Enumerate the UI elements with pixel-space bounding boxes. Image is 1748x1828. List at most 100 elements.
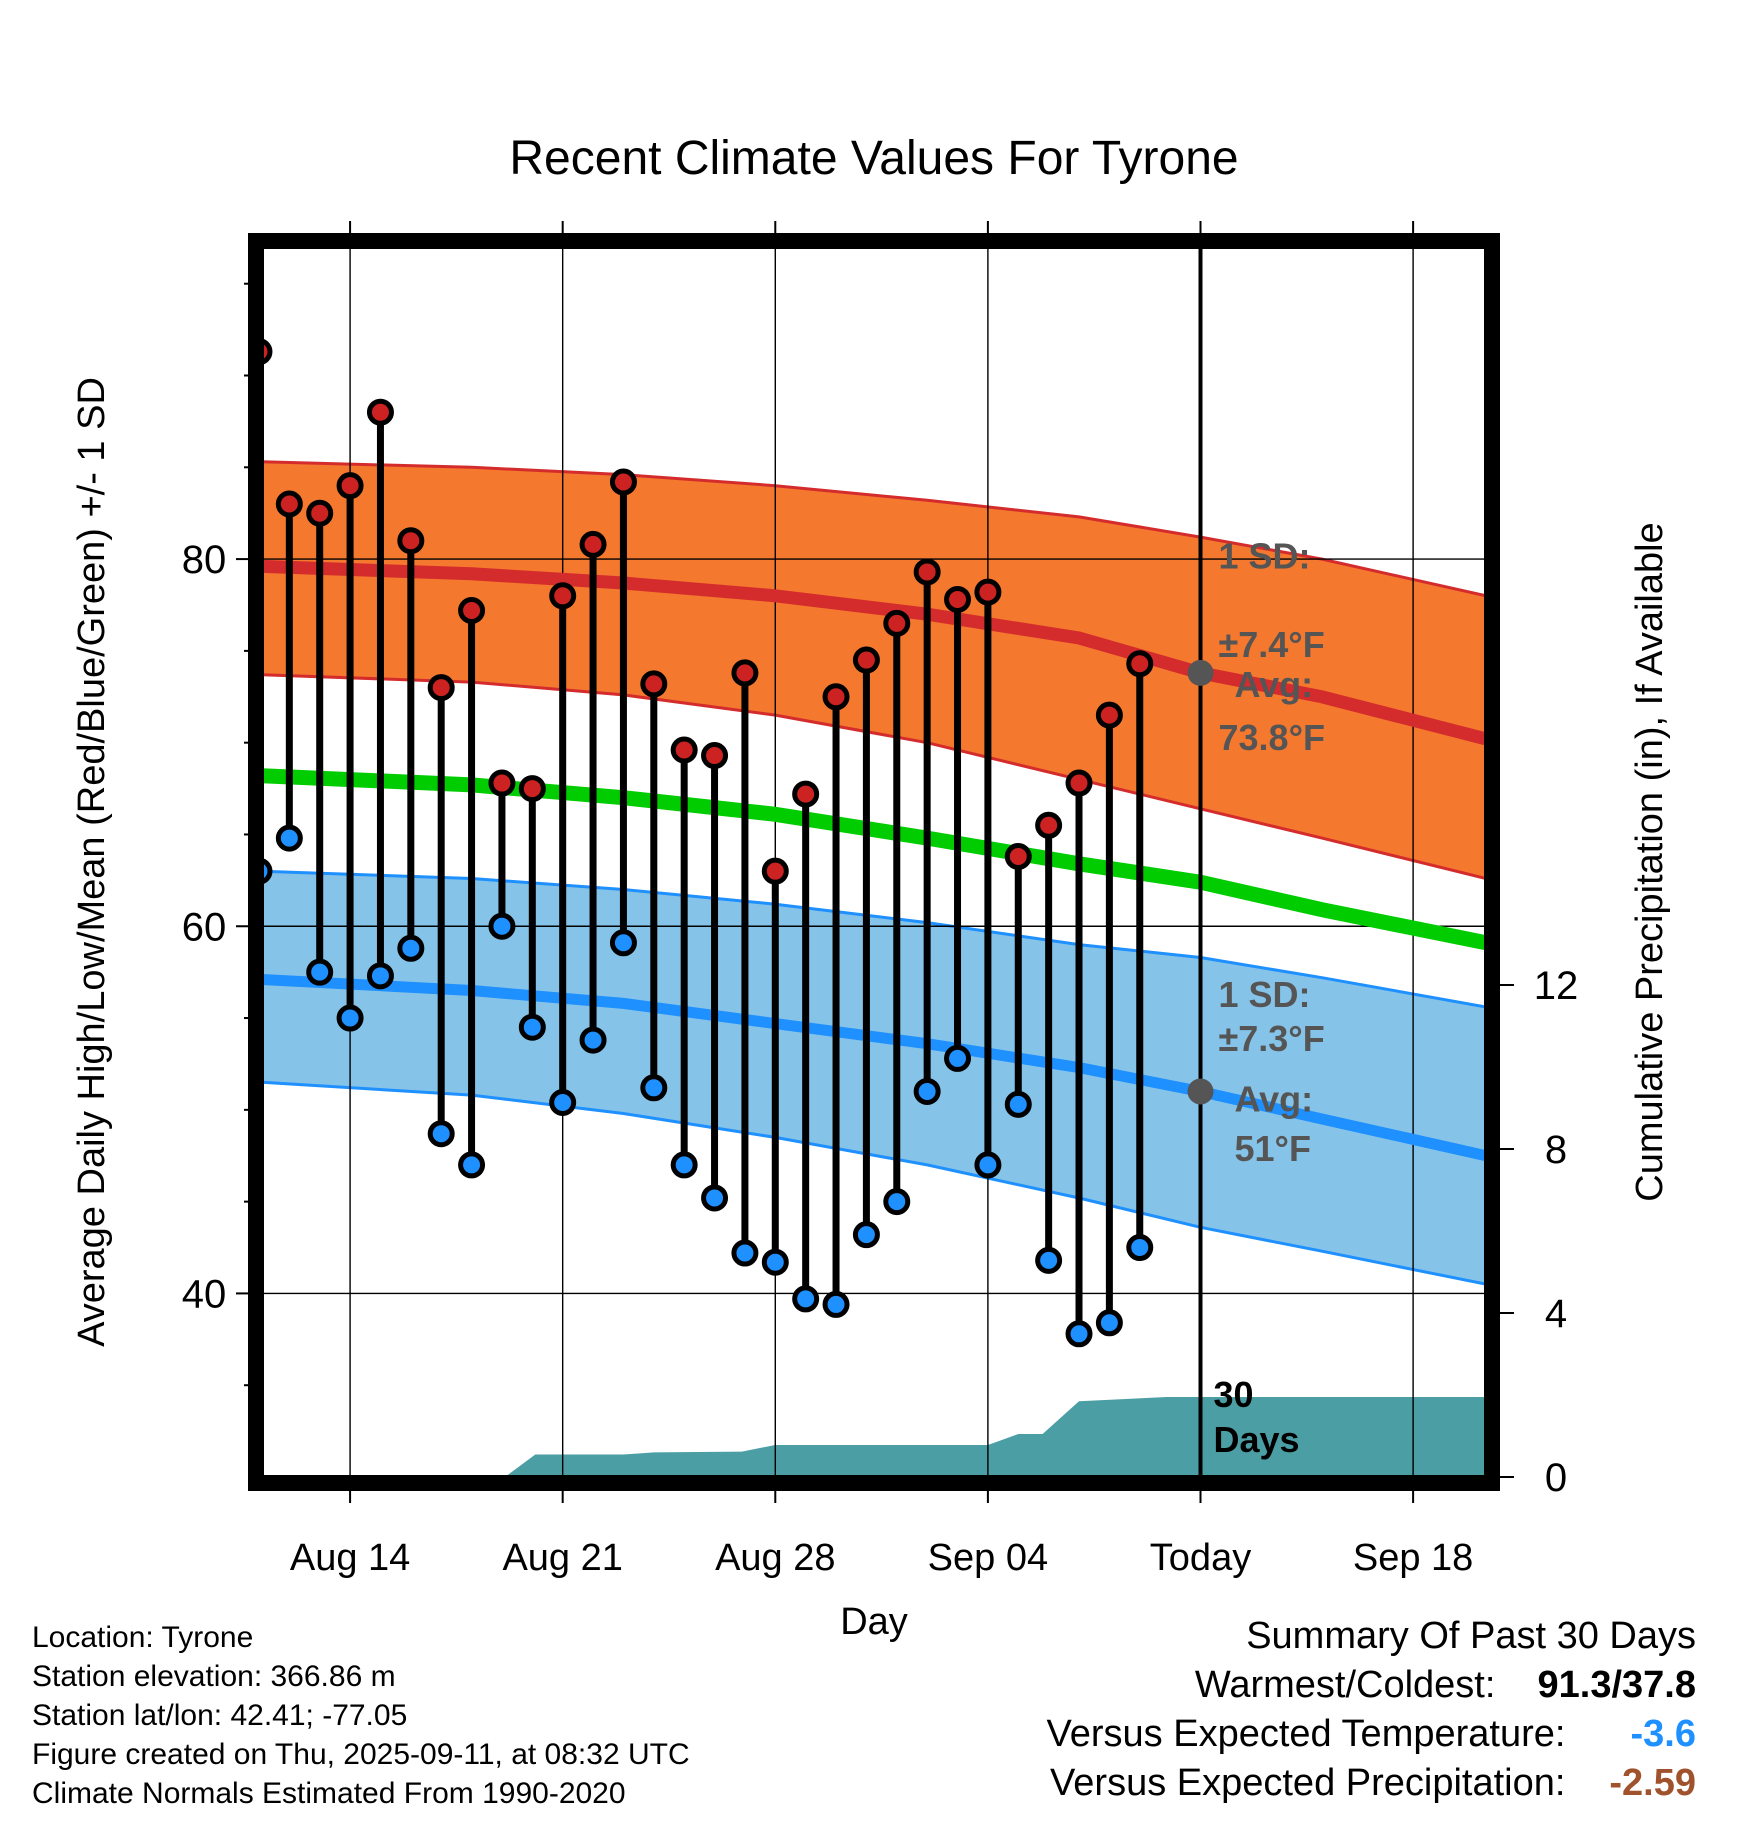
annot-low-sd-value: ±7.3°F xyxy=(1219,1018,1325,1059)
obs-high-point xyxy=(974,578,1002,606)
obs-high-point xyxy=(792,780,820,808)
obs-low-point xyxy=(549,1088,577,1116)
x-tick-label: Sep 18 xyxy=(1353,1537,1473,1579)
temp-value: -3.6 xyxy=(1630,1713,1696,1755)
obs-high-point xyxy=(549,582,577,610)
obs-low-point xyxy=(883,1188,911,1216)
obs-high-point xyxy=(1065,769,1093,797)
obs-low-point xyxy=(306,958,334,986)
x-tick-label: Today xyxy=(1150,1537,1251,1579)
obs-high-point xyxy=(458,596,486,624)
obs-low-point xyxy=(336,1004,364,1032)
obs-high-point xyxy=(761,857,789,885)
obs-low-point xyxy=(458,1151,486,1179)
obs-high-point xyxy=(1095,701,1123,729)
y2-tick-label: 8 xyxy=(1545,1128,1567,1172)
today-low-avg-marker xyxy=(1187,1078,1214,1105)
summary-title: Summary Of Past 30 Days xyxy=(1246,1615,1696,1657)
obs-low-point xyxy=(488,912,516,940)
summary-warm-cold: Warmest/Coldest: 91.3/37.8 xyxy=(1047,1661,1696,1710)
obs-high-point xyxy=(883,609,911,637)
obs-high-point xyxy=(701,742,729,770)
x-axis-label: Day xyxy=(840,1601,908,1643)
warm-cold-label: Warmest/Coldest: xyxy=(1194,1664,1496,1706)
summary-temp: Versus Expected Temperature: -3.6 xyxy=(1047,1710,1696,1759)
temp-label: Versus Expected Temperature: xyxy=(1046,1713,1566,1755)
obs-low-point xyxy=(944,1044,972,1072)
obs-high-point xyxy=(640,670,668,698)
created-text: Figure created on Thu, 2025-09-11, at 08… xyxy=(32,1738,690,1771)
low-sd-band xyxy=(262,871,1486,1285)
y-tick-label: 40 xyxy=(182,1272,227,1316)
summary-precip: Versus Expected Precipitation: -2.59 xyxy=(1047,1759,1696,1808)
y2-tick-label: 4 xyxy=(1545,1292,1567,1336)
annot-low-avg-label: Avg: xyxy=(1235,1079,1314,1120)
annot-days-count: 30 xyxy=(1214,1374,1254,1415)
obs-low-point xyxy=(974,1151,1002,1179)
precip-label: Versus Expected Precipitation: xyxy=(1050,1762,1566,1804)
annot-high-sd-value: ±7.4°F xyxy=(1219,624,1325,665)
annot-high-sd: 1 SD: xyxy=(1219,535,1311,576)
x-tick-label: Aug 28 xyxy=(715,1537,835,1579)
summary-panel: Summary Of Past 30 Days Warmest/Coldest:… xyxy=(1047,1612,1696,1808)
obs-low-point xyxy=(913,1077,941,1105)
obs-low-point xyxy=(1126,1234,1154,1262)
high-upper-edge xyxy=(262,460,1486,598)
obs-high-point xyxy=(397,527,425,555)
annot-low-avg-value: 51°F xyxy=(1235,1128,1311,1169)
obs-high-point xyxy=(670,736,698,764)
obs-low-point xyxy=(761,1248,789,1276)
y-axis-label: Average Daily High/Low/Mean (Red/Blue/Gr… xyxy=(71,377,113,1347)
annot-low-sd: 1 SD: xyxy=(1219,974,1311,1015)
obs-low-point xyxy=(852,1221,880,1249)
obs-high-point xyxy=(518,775,546,803)
station-info: Location: Tyrone Station elevation: 366.… xyxy=(32,1618,690,1813)
obs-high-point xyxy=(275,490,303,518)
obs-high-point xyxy=(1004,842,1032,870)
obs-low-point xyxy=(427,1120,455,1148)
obs-low-point xyxy=(366,962,394,990)
obs-high-point xyxy=(822,683,850,711)
obs-low-point xyxy=(792,1285,820,1313)
y-tick-label: 60 xyxy=(182,905,227,949)
today-high-avg-marker xyxy=(1187,659,1214,686)
x-tick-label: Aug 21 xyxy=(502,1537,622,1579)
x-tick-label: Aug 14 xyxy=(290,1537,410,1579)
obs-low-point xyxy=(670,1151,698,1179)
obs-low-point xyxy=(640,1074,668,1102)
obs-low-point xyxy=(822,1290,850,1318)
annot-days-word: Days xyxy=(1214,1419,1300,1460)
obs-low-point xyxy=(518,1013,546,1041)
warm-cold-value: 91.3/37.8 xyxy=(1537,1664,1696,1706)
annot-high-avg-value: 73.8°F xyxy=(1219,717,1325,758)
obs-low-point xyxy=(701,1184,729,1212)
latlon-text: Station lat/lon: 42.41; -77.05 xyxy=(32,1699,408,1732)
obs-high-point xyxy=(1035,811,1063,839)
obs-high-point xyxy=(366,398,394,426)
obs-high-point xyxy=(306,499,334,527)
obs-low-point xyxy=(1004,1090,1032,1118)
obs-low-point xyxy=(731,1239,759,1267)
obs-low-point xyxy=(397,934,425,962)
plot-content xyxy=(262,247,1486,1477)
obs-high-point xyxy=(852,646,880,674)
obs-low-point xyxy=(275,824,303,852)
location-text: Location: Tyrone xyxy=(32,1621,254,1654)
obs-low-point xyxy=(1035,1246,1063,1274)
obs-low-point xyxy=(1065,1320,1093,1348)
obs-low-point xyxy=(1095,1309,1123,1337)
x-tick-label: Sep 04 xyxy=(928,1537,1048,1579)
precip-area xyxy=(262,1397,1486,1477)
annot-high-avg-label: Avg: xyxy=(1235,664,1314,705)
obs-low-point xyxy=(609,929,637,957)
obs-low-point xyxy=(579,1026,607,1054)
obs-high-point xyxy=(913,558,941,586)
obs-high-point xyxy=(731,659,759,687)
obs-high-point xyxy=(579,530,607,558)
y2-tick-label: 0 xyxy=(1545,1456,1567,1500)
y2-axis-label: Cumulative Precipitation (in), If Availa… xyxy=(1629,522,1671,1201)
y-tick-label: 80 xyxy=(182,538,227,582)
normals-text: Climate Normals Estimated From 1990-2020 xyxy=(32,1777,626,1810)
